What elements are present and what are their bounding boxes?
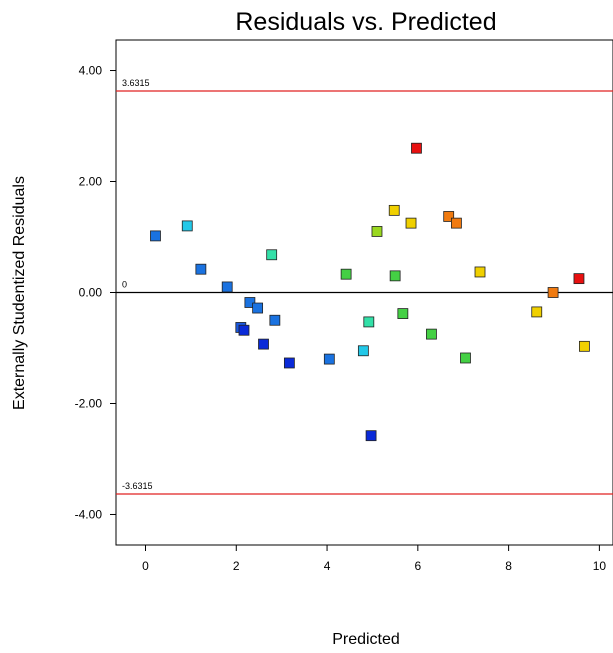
- y-tick-label: 4.00: [79, 64, 103, 78]
- data-point: [460, 352, 471, 364]
- data-points: [150, 142, 590, 442]
- data-point: [283, 357, 295, 369]
- data-point: [323, 353, 335, 365]
- data-point: [405, 217, 417, 229]
- data-point: [244, 297, 256, 308]
- y-axis-label: Externally Studentized Residuals: [11, 176, 28, 410]
- data-point: [411, 142, 422, 154]
- data-point: [266, 249, 278, 261]
- data-point: [238, 324, 250, 336]
- reference-line-label: 3.6315: [122, 78, 150, 88]
- data-point: [181, 220, 193, 232]
- data-point: [269, 314, 281, 326]
- y-tick-label: 0.00: [79, 286, 103, 300]
- reference-lines: 3.6315 0 -3.6315: [116, 78, 613, 495]
- data-point: [579, 340, 590, 352]
- data-point: [365, 430, 377, 442]
- y-tick-label: -2.00: [75, 396, 103, 410]
- data-point: [474, 266, 486, 278]
- data-point: [363, 316, 375, 328]
- y-tick-label: -4.00: [75, 507, 103, 521]
- x-axis-label: Predicted: [332, 631, 400, 648]
- data-point: [426, 328, 437, 340]
- x-tick-label: 8: [505, 559, 512, 573]
- reference-line-label: 0: [122, 280, 127, 290]
- data-point: [397, 308, 409, 319]
- x-tick-label: 2: [233, 559, 240, 573]
- data-point: [531, 306, 543, 318]
- data-point: [573, 273, 585, 285]
- data-point: [443, 211, 455, 222]
- data-point: [389, 270, 401, 282]
- data-point: [221, 281, 233, 293]
- data-point: [547, 287, 559, 298]
- data-point: [451, 217, 462, 229]
- data-point: [357, 345, 369, 357]
- reference-line-label: -3.6315: [122, 481, 153, 491]
- data-point: [252, 302, 264, 314]
- y-axis-ticks: 4.00 2.00 0.00 -2.00 -4.00: [75, 64, 116, 521]
- y-tick-label: 2.00: [79, 175, 103, 189]
- data-point: [195, 263, 207, 275]
- x-tick-label: 0: [142, 559, 149, 573]
- x-tick-label: 6: [414, 559, 421, 573]
- data-point: [371, 226, 383, 237]
- data-point: [150, 230, 161, 242]
- data-point: [388, 204, 400, 216]
- data-point: [258, 338, 269, 350]
- chart-title: Residuals vs. Predicted: [235, 8, 496, 36]
- x-axis-ticks: 0 2 4 6 8 10: [142, 545, 606, 573]
- x-tick-label: 10: [593, 559, 607, 573]
- x-tick-label: 4: [324, 559, 331, 573]
- data-point: [340, 268, 352, 280]
